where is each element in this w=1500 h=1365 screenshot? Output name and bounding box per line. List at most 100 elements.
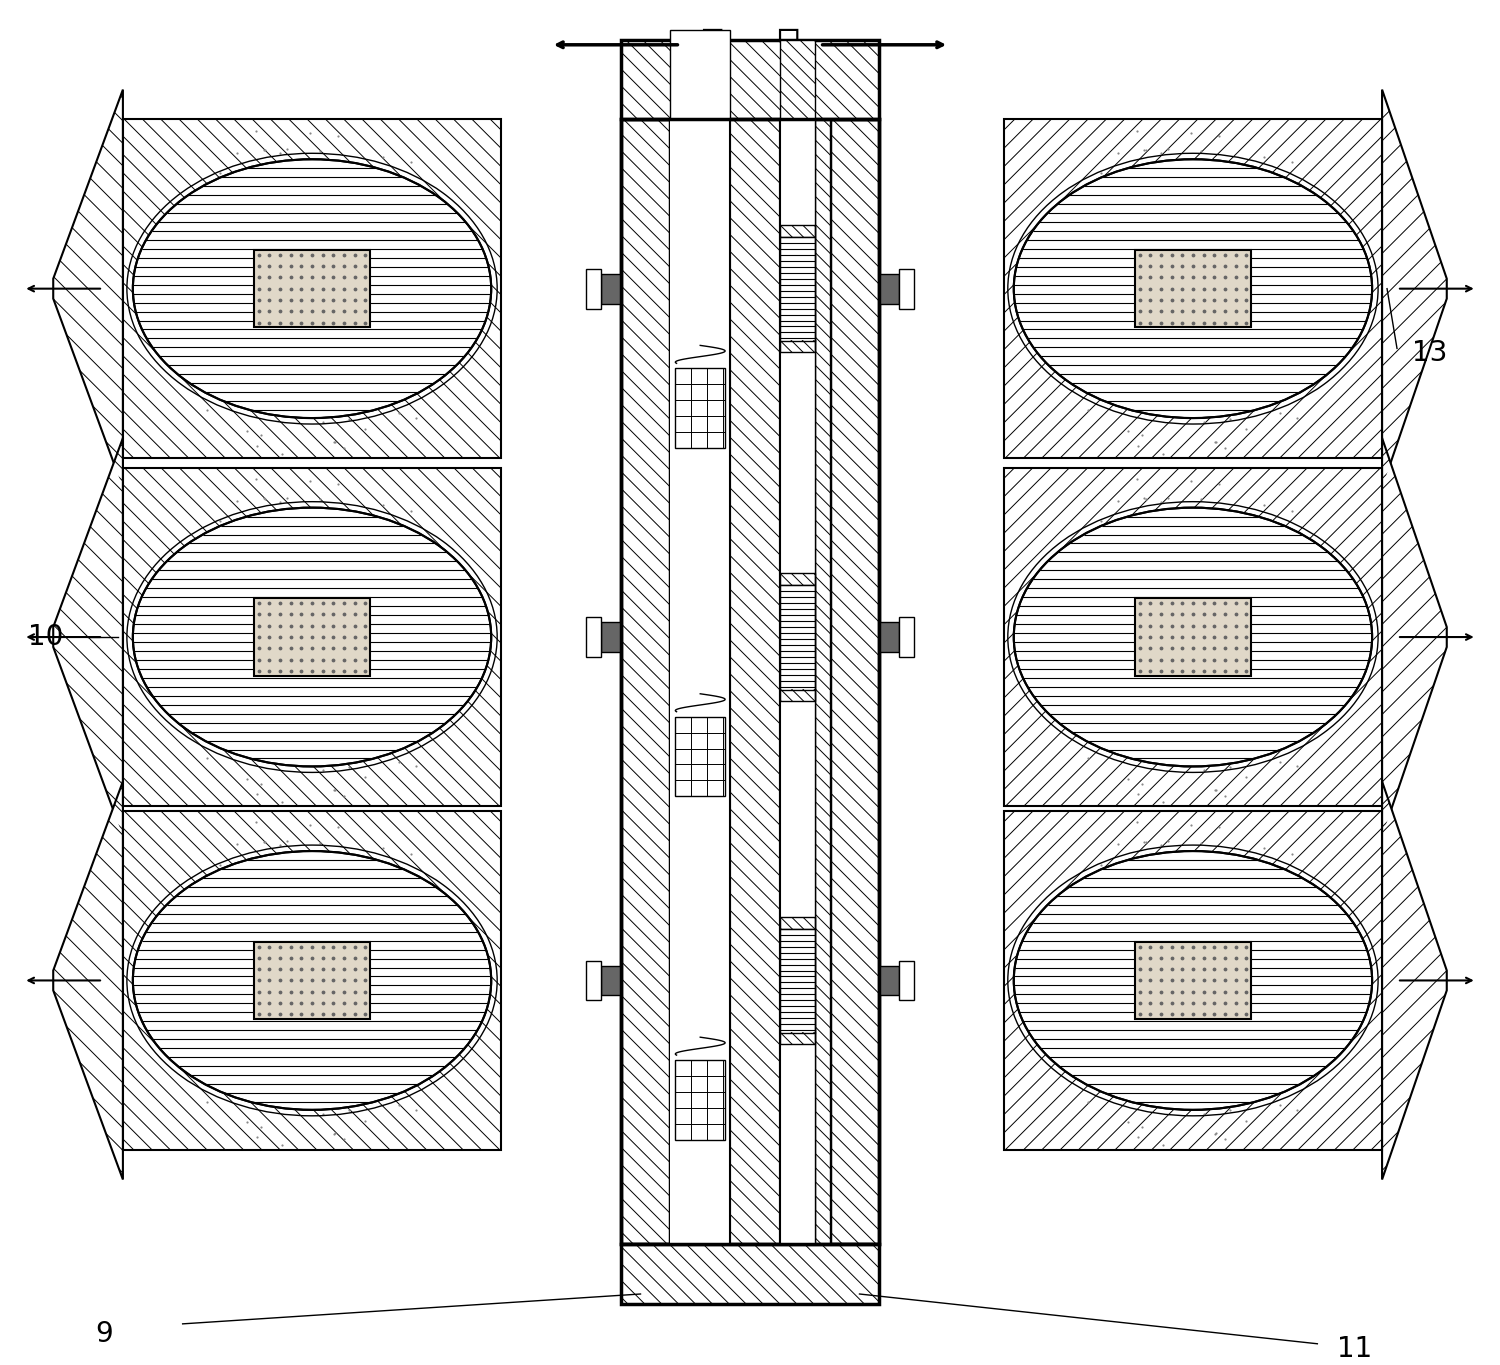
Point bbox=[1128, 1003, 1152, 1025]
Point bbox=[1128, 289, 1152, 311]
Point bbox=[1180, 311, 1204, 333]
Point bbox=[290, 969, 314, 991]
Point bbox=[300, 592, 324, 614]
Point bbox=[248, 648, 272, 670]
Polygon shape bbox=[123, 468, 501, 807]
Point bbox=[310, 311, 334, 333]
Point bbox=[321, 958, 345, 980]
Point bbox=[195, 1091, 219, 1112]
Point bbox=[332, 958, 356, 980]
Point bbox=[1191, 592, 1215, 614]
Point bbox=[1149, 659, 1173, 681]
Point bbox=[1214, 785, 1237, 807]
Point bbox=[1234, 1110, 1258, 1132]
Point bbox=[1150, 790, 1174, 812]
Polygon shape bbox=[621, 120, 670, 1245]
Point bbox=[354, 603, 378, 625]
Point bbox=[1180, 958, 1204, 980]
Point bbox=[290, 648, 314, 670]
Point bbox=[1234, 289, 1258, 311]
Point bbox=[258, 981, 282, 1003]
Point bbox=[332, 277, 356, 299]
Point bbox=[300, 627, 324, 648]
Point bbox=[1202, 637, 1225, 659]
Point bbox=[1160, 637, 1184, 659]
Point bbox=[290, 300, 314, 322]
Point bbox=[1160, 266, 1184, 288]
Point bbox=[1116, 768, 1140, 790]
Point bbox=[248, 935, 272, 957]
Text: 11: 11 bbox=[1338, 1335, 1372, 1362]
Point bbox=[342, 648, 366, 670]
Point bbox=[1138, 300, 1162, 322]
Point bbox=[248, 614, 272, 636]
Point bbox=[290, 255, 314, 277]
Point bbox=[1224, 300, 1248, 322]
Point bbox=[268, 266, 292, 288]
Point bbox=[1128, 614, 1152, 636]
Bar bbox=[600, 274, 621, 303]
Point bbox=[1202, 648, 1225, 670]
Point bbox=[1208, 124, 1231, 146]
Point bbox=[290, 659, 314, 681]
Point bbox=[1180, 992, 1204, 1014]
Point bbox=[1202, 603, 1225, 625]
Point bbox=[354, 648, 378, 670]
Point bbox=[1128, 637, 1152, 659]
Point bbox=[1214, 969, 1237, 991]
Point bbox=[1149, 969, 1173, 991]
Point bbox=[268, 637, 292, 659]
Point bbox=[1149, 958, 1173, 980]
Point bbox=[321, 1003, 345, 1025]
Point bbox=[254, 487, 278, 509]
Point bbox=[321, 935, 345, 957]
Point bbox=[1128, 592, 1152, 614]
Point bbox=[1203, 1122, 1227, 1144]
Point bbox=[321, 981, 345, 1003]
Point bbox=[310, 637, 334, 659]
Point bbox=[1180, 603, 1204, 625]
Point bbox=[300, 992, 324, 1014]
Point bbox=[300, 300, 324, 322]
Point bbox=[1214, 277, 1237, 299]
Point bbox=[332, 981, 356, 1003]
Polygon shape bbox=[1004, 468, 1382, 807]
Point bbox=[1214, 659, 1237, 681]
Point bbox=[258, 592, 282, 614]
Point bbox=[1234, 418, 1258, 440]
Point bbox=[195, 748, 219, 770]
Point bbox=[1170, 277, 1194, 299]
Point bbox=[1160, 277, 1184, 299]
Ellipse shape bbox=[1014, 160, 1372, 418]
Point bbox=[321, 311, 345, 333]
Point bbox=[1218, 408, 1242, 430]
Point bbox=[1138, 244, 1162, 266]
Point bbox=[1128, 255, 1152, 277]
Point bbox=[1224, 266, 1248, 288]
Point bbox=[209, 854, 232, 876]
Point bbox=[1170, 648, 1194, 670]
Point bbox=[1134, 487, 1158, 509]
Point bbox=[321, 255, 345, 277]
Point bbox=[1202, 969, 1225, 991]
Point bbox=[1170, 659, 1194, 681]
Point bbox=[1202, 627, 1225, 648]
Point bbox=[1191, 614, 1215, 636]
Point bbox=[332, 992, 356, 1014]
Point bbox=[327, 816, 351, 838]
Point bbox=[342, 969, 366, 991]
Point bbox=[354, 637, 378, 659]
Point bbox=[354, 1003, 378, 1025]
Point bbox=[290, 935, 314, 957]
Point bbox=[1170, 592, 1194, 614]
Point bbox=[342, 1003, 366, 1025]
Point bbox=[1191, 255, 1215, 277]
Polygon shape bbox=[780, 225, 814, 238]
Point bbox=[1149, 627, 1173, 648]
Point bbox=[1214, 1129, 1237, 1151]
Point bbox=[310, 1103, 334, 1125]
Ellipse shape bbox=[134, 508, 490, 766]
Point bbox=[354, 277, 378, 299]
Point bbox=[310, 935, 334, 957]
Point bbox=[1203, 779, 1227, 801]
